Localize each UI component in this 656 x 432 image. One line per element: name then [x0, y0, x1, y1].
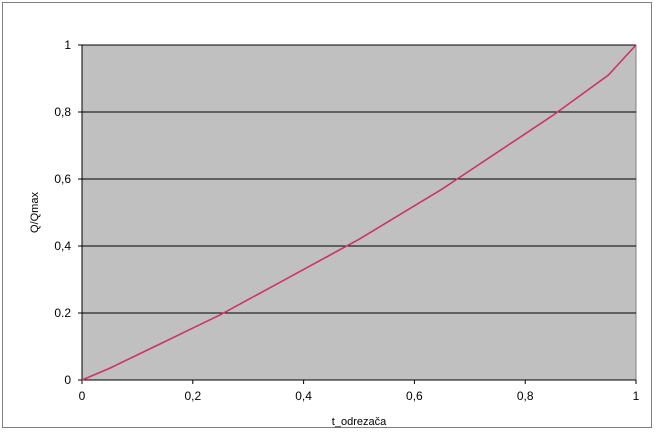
series-line	[81, 44, 637, 381]
y-tick-label: 0	[64, 373, 71, 387]
y-tick-label: 0.2	[54, 306, 71, 320]
series-group	[81, 44, 637, 381]
y-tick-label: 0,4	[54, 239, 71, 253]
x-axis-title: t_odrezača	[332, 416, 387, 428]
x-tick-label: 1	[633, 389, 640, 403]
x-tick-label: 0,4	[295, 389, 312, 403]
y-axis-title: Q/Qmax	[29, 192, 41, 233]
x-tick-label: 0,2	[184, 389, 201, 403]
y-tick-label: 0,6	[54, 172, 71, 186]
y-tick-label: 0,8	[54, 105, 71, 119]
plot-area	[81, 44, 637, 381]
x-tick-labels: 0 0,2 0,4 0,6 0,8 1	[79, 389, 640, 403]
y-tick-labels: 0 0.2 0,4 0,6 0,8 1	[54, 38, 71, 387]
x-tick-label: 0	[79, 389, 86, 403]
x-tick-label: 0,6	[406, 389, 423, 403]
gridlines	[78, 44, 637, 384]
y-tick-label: 1	[64, 38, 71, 52]
x-tick-label: 0,8	[517, 389, 534, 403]
